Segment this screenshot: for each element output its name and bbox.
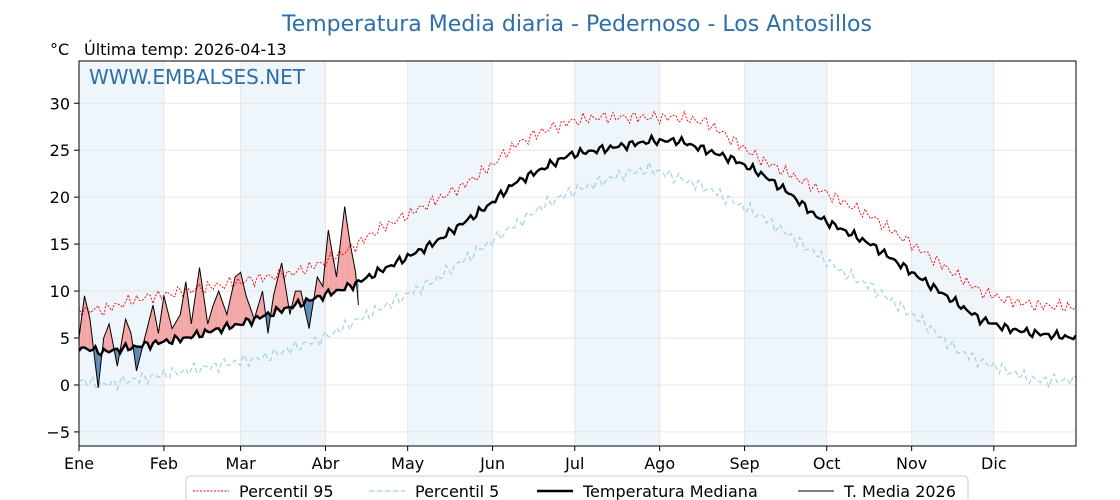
below-median-fill (95, 346, 99, 388)
above-median-fill (81, 295, 85, 348)
above-median-fill (180, 298, 184, 343)
above-median-fill (150, 305, 153, 350)
y-tick-label: 10 (50, 282, 70, 301)
x-tick-label-Ago: Ago (644, 454, 675, 473)
above-median-fill (232, 277, 236, 328)
y-tick-label: 30 (50, 94, 70, 113)
above-median-fill (174, 319, 178, 339)
x-tick-label-May: May (391, 454, 424, 473)
above-median-fill (339, 230, 342, 291)
above-median-fill (191, 305, 194, 339)
above-median-fill (235, 274, 238, 325)
legend: Percentil 95 Percentil 5 Temperatura Media… (185, 475, 969, 500)
x-tick-label-Sep: Sep (730, 454, 760, 473)
y-tick-label: −5 (46, 423, 70, 442)
above-median-fill (218, 291, 222, 333)
month-band-Sep (744, 61, 827, 446)
above-median-fill (153, 305, 156, 344)
below-median-fill (306, 298, 310, 329)
above-median-fill (84, 295, 88, 350)
watermark: WWW.EMBALSES.NET (89, 65, 306, 89)
y-tick-label: 25 (50, 141, 70, 160)
above-median-fill (259, 291, 263, 319)
x-tick-label-Feb: Feb (150, 454, 178, 473)
above-median-fill (177, 314, 181, 343)
x-tick-label-Ene: Ene (64, 454, 94, 473)
below-median-fill (136, 346, 140, 371)
month-band-May (407, 61, 493, 446)
above-median-fill (333, 261, 337, 293)
above-median-fill (257, 300, 260, 319)
above-median-fill (237, 272, 241, 325)
above-median-fill (207, 314, 211, 333)
above-median-fill (202, 286, 205, 337)
above-median-fill (103, 331, 107, 352)
legend-box (185, 475, 969, 500)
above-median-fill (344, 206, 348, 290)
x-tick-label-Jul: Jul (564, 454, 584, 473)
above-median-fill (161, 295, 164, 343)
plot-frame (78, 60, 1077, 447)
above-median-fill (328, 230, 331, 296)
above-median-fill (240, 272, 244, 325)
above-median-fill (185, 281, 189, 338)
above-median-fill (221, 298, 225, 333)
month-band-Nov (911, 61, 994, 446)
month-band-Jul (574, 61, 660, 446)
x-axis: Ene Feb Mar Abr May Jun Jul Ago Sep Oct Nov Dic (64, 446, 1007, 473)
above-median-fill (213, 298, 216, 331)
legend-label-percentil-5: Percentil 5 (415, 482, 499, 500)
last-temp-label: Última temp: 2026-04-13 (84, 40, 287, 59)
legend-label-t-media-2026: T. Media 2026 (843, 482, 956, 500)
x-tick-label-Oct: Oct (813, 454, 841, 473)
y-axis-unit: °C (50, 40, 69, 59)
above-median-fill (281, 262, 285, 313)
series-temperatura-mediana (79, 133, 1076, 357)
grid-lines (78, 61, 1076, 446)
above-median-fill (216, 291, 219, 329)
y-axis: −5 0 5 10 15 20 25 30 (46, 94, 79, 442)
y-tick-label: 20 (50, 188, 70, 207)
series-lines (79, 110, 1076, 392)
legend-label-percentil-95: Percentil 95 (239, 482, 334, 500)
anomaly-fills (79, 206, 359, 388)
y-tick-label: 0 (60, 376, 70, 395)
month-band-Mar (240, 61, 326, 446)
x-tick-label-Dic: Dic (981, 454, 1007, 473)
x-tick-label-Jun: Jun (479, 454, 505, 473)
above-median-fill (169, 317, 173, 344)
above-median-fill (317, 277, 320, 297)
x-tick-label-Abr: Abr (312, 454, 340, 473)
above-median-fill (278, 262, 282, 313)
above-median-fill (163, 295, 167, 342)
series-percentil-5 (79, 160, 1076, 392)
legend-label-temperatura-mediana: Temperatura Mediana (582, 482, 758, 500)
above-median-fill (109, 323, 112, 353)
series-t-media-2026 (79, 206, 359, 388)
y-tick-label: 5 (60, 329, 70, 348)
month-band-Ene (79, 61, 164, 446)
y-tick-label: 15 (50, 235, 70, 254)
month-bands (79, 61, 994, 446)
above-median-fill (194, 286, 197, 336)
above-median-fill (106, 323, 110, 353)
x-tick-label-Mar: Mar (226, 454, 257, 473)
x-tick-label-Nov: Nov (896, 454, 927, 473)
chart-title: Temperatura Media diaria - Pedernoso - L… (281, 12, 872, 37)
above-median-fill (210, 305, 214, 333)
above-median-fill (122, 319, 126, 349)
